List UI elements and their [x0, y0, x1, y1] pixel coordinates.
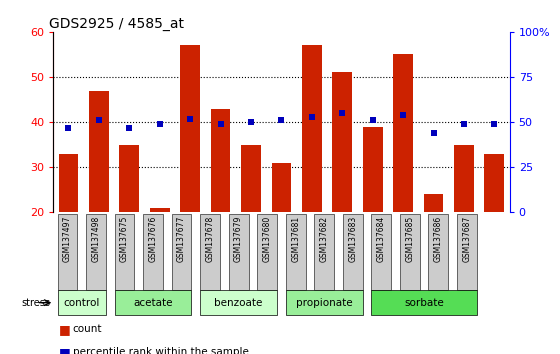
Text: GSM137685: GSM137685: [405, 216, 414, 262]
Text: percentile rank within the sample: percentile rank within the sample: [73, 347, 249, 354]
Text: GSM137681: GSM137681: [291, 216, 300, 262]
Bar: [211, 109, 230, 212]
Text: GSM137675: GSM137675: [120, 216, 129, 262]
Bar: [180, 45, 200, 212]
Bar: [150, 208, 170, 212]
Bar: [119, 145, 139, 212]
Text: GSM137677: GSM137677: [177, 216, 186, 262]
Text: GSM137678: GSM137678: [206, 216, 214, 262]
Text: GSM137686: GSM137686: [434, 216, 443, 262]
Text: ■: ■: [59, 346, 71, 354]
Bar: [424, 194, 444, 212]
Text: acetate: acetate: [133, 298, 173, 308]
Bar: [89, 91, 109, 212]
Text: GSM137684: GSM137684: [377, 216, 386, 262]
Text: GSM137680: GSM137680: [263, 216, 272, 262]
Text: count: count: [73, 324, 102, 334]
Bar: [302, 45, 321, 212]
Text: ■: ■: [59, 323, 71, 336]
Text: GSM137682: GSM137682: [320, 216, 329, 262]
Text: GSM137687: GSM137687: [463, 216, 472, 262]
Bar: [363, 127, 382, 212]
Text: propionate: propionate: [296, 298, 352, 308]
Text: GSM137679: GSM137679: [234, 216, 243, 262]
Text: GSM137498: GSM137498: [91, 216, 100, 262]
Text: benzoate: benzoate: [214, 298, 263, 308]
Text: GDS2925 / 4585_at: GDS2925 / 4585_at: [49, 17, 184, 31]
Text: sorbate: sorbate: [404, 298, 444, 308]
Text: stress: stress: [21, 298, 50, 308]
Bar: [454, 145, 474, 212]
Text: control: control: [63, 298, 100, 308]
Text: GSM137683: GSM137683: [348, 216, 357, 262]
Bar: [241, 145, 261, 212]
Bar: [484, 154, 504, 212]
Text: GSM137676: GSM137676: [148, 216, 157, 262]
Bar: [333, 73, 352, 212]
Text: GSM137497: GSM137497: [63, 216, 72, 262]
Bar: [59, 154, 78, 212]
Bar: [272, 163, 291, 212]
Bar: [393, 55, 413, 212]
